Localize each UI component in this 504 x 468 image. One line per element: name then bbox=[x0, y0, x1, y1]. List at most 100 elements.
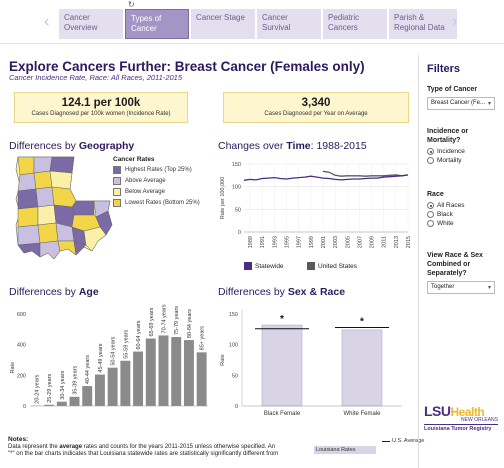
age-bar-35-39-years[interactable] bbox=[69, 396, 80, 406]
view-value: Together bbox=[431, 284, 455, 290]
measure-radio-mortality[interactable]: Mortality bbox=[427, 157, 501, 164]
legend-united-states[interactable]: United States bbox=[307, 262, 357, 270]
age-bar-45-49-years[interactable] bbox=[94, 374, 105, 406]
sexrace-bar-black-female[interactable] bbox=[261, 324, 303, 407]
legend-swatch bbox=[113, 188, 121, 196]
age-bar-25-29-years[interactable] bbox=[44, 404, 55, 406]
legend-title: Cancer Rates bbox=[113, 156, 155, 163]
age-category-label: 55-59 years bbox=[123, 329, 129, 358]
age-category-label: 60-64 years bbox=[136, 320, 142, 349]
chevron-down-icon: ▾ bbox=[487, 101, 491, 107]
age-bar-80-84-years[interactable] bbox=[183, 340, 194, 406]
age-bar-60-64-years[interactable] bbox=[133, 351, 144, 406]
measure-filter: Incidence or Mortality? Incidence Mortali… bbox=[427, 127, 501, 166]
sexrace-bar-white-female[interactable] bbox=[341, 329, 383, 407]
age-bar-50-54-years[interactable] bbox=[107, 367, 118, 406]
legend-statewide[interactable]: Statewide bbox=[244, 262, 284, 270]
age-bar-75-79-years[interactable] bbox=[171, 337, 182, 406]
geography-legend: Cancer Rates Highest Rates (Top 25%) Abov… bbox=[113, 156, 200, 210]
radio-dot bbox=[427, 220, 434, 227]
logo-registry: Louisiana Tumor Registry bbox=[424, 424, 498, 432]
case-count-card: 3,340 Cases Diagnosed per Year on Averag… bbox=[223, 92, 409, 123]
logo-wordmark: LSUHealth bbox=[424, 403, 498, 419]
page-subtitle: Cancer Incidence Rate, Race: All Races, … bbox=[9, 73, 183, 82]
legend-swatch bbox=[113, 177, 121, 185]
case-count-label: Cases Diagnosed per Year on Average bbox=[264, 111, 368, 117]
notes-line-1-before: Data represent the bbox=[8, 443, 60, 450]
age-heading-bold: Age bbox=[78, 286, 99, 298]
age-bar-30-34-years[interactable] bbox=[56, 401, 67, 406]
age-bar-55-59-years[interactable] bbox=[120, 360, 131, 406]
series-line-statewide[interactable] bbox=[243, 174, 409, 181]
tab-parish-regional-data[interactable]: Parish & Regional Data bbox=[389, 9, 457, 39]
y-axis-label: Rate per 100,000 bbox=[220, 177, 226, 220]
age-bar-chart[interactable]: 0 200 400 600 Rate 20-24 years 25-29 years 30-3… bbox=[8, 298, 210, 432]
age-category-label: 40-44 years bbox=[85, 355, 91, 384]
radio-dot bbox=[427, 211, 434, 218]
radio-dot bbox=[427, 157, 434, 164]
age-bar-40-44-years[interactable] bbox=[82, 386, 93, 406]
tab-cancer-overview[interactable]: Cancer Overview bbox=[59, 9, 123, 39]
series-line-united-states[interactable] bbox=[322, 170, 409, 177]
united-states-swatch bbox=[307, 262, 315, 270]
age-category-label: 50-54 years bbox=[111, 336, 117, 365]
age-category-label: 80-84 years bbox=[187, 309, 193, 338]
legend-item-below-average[interactable]: Below Average bbox=[113, 188, 200, 196]
age-bar-65-69-years[interactable] bbox=[145, 338, 156, 406]
x-tick-label: 2005 bbox=[345, 236, 351, 248]
trend-line-chart[interactable]: 0 50 100 150 1989 1991 1993 1995 1997 1999 2001 200… bbox=[218, 156, 414, 260]
y-tick-label: 50 bbox=[232, 373, 238, 379]
y-tick-label: 200 bbox=[17, 373, 26, 379]
tab-cancer-survival[interactable]: Cancer Survival bbox=[257, 9, 321, 39]
chevron-left-icon[interactable]: ‹ bbox=[44, 13, 50, 30]
age-heading: Differences by Age bbox=[9, 286, 99, 298]
y-tick-label: 150 bbox=[232, 162, 241, 168]
tab-types-of-cancer[interactable]: Types of Cancer bbox=[125, 9, 189, 39]
case-count-value: 3,340 bbox=[301, 97, 331, 109]
notes-heading: Notes: bbox=[8, 436, 29, 443]
louisiana-rates-label: Louisiana Rates bbox=[316, 447, 356, 453]
age-category-label: 70-74 years bbox=[162, 304, 168, 333]
geography-heading: Differences by Geography bbox=[9, 140, 134, 152]
radio-dot bbox=[427, 148, 434, 155]
x-tick-label: 2007 bbox=[357, 236, 363, 248]
sexrace-heading-bold: Sex & Race bbox=[287, 286, 346, 298]
view-select[interactable]: Together ▾ bbox=[427, 281, 495, 294]
age-category-label: 30-34 years bbox=[60, 370, 66, 399]
page-title: Explore Cancers Further: Breast Cancer (… bbox=[9, 59, 365, 74]
chevron-right-icon[interactable]: › bbox=[452, 13, 458, 30]
y-tick-label: 0 bbox=[235, 404, 238, 410]
age-bar-85-years[interactable] bbox=[196, 352, 207, 406]
legend-swatch bbox=[113, 166, 121, 174]
age-category-label: 65-69 years bbox=[149, 307, 155, 336]
race-radio-all-races[interactable]: All Races bbox=[427, 202, 501, 209]
race-radio-white[interactable]: White bbox=[427, 220, 501, 227]
notes-line-1-bold: average bbox=[59, 443, 83, 450]
sex-race-bar-chart[interactable]: 0 50 100 150 Rate * Black Female * White Female bbox=[218, 298, 414, 428]
chevron-down-icon: ▾ bbox=[487, 285, 491, 291]
age-category-label: 75-79 years bbox=[174, 306, 180, 335]
radio-label: Incidence bbox=[437, 148, 465, 155]
cancer-type-select[interactable]: Breast Cancer (Fe... ▾ bbox=[427, 97, 495, 110]
measure-radio-incidence[interactable]: Incidence bbox=[427, 148, 501, 155]
time-heading-bold: Time bbox=[286, 140, 311, 152]
legend-item-highest-rates-top-25[interactable]: Highest Rates (Top 25%) bbox=[113, 166, 200, 174]
x-tick-label: 1989 bbox=[248, 236, 254, 248]
race-radio-black[interactable]: Black bbox=[427, 211, 501, 218]
x-tick-label: 2009 bbox=[370, 236, 376, 248]
x-tick-label: 1993 bbox=[272, 236, 278, 248]
notes-line-1: Data represent the average rates and cou… bbox=[8, 444, 308, 452]
sexrace-legend: U.S. Average Louisiana Rates bbox=[314, 438, 424, 456]
notes-line-1-after: rates and counts for the years 2011-2015… bbox=[82, 443, 276, 450]
filters-panel: Filters Type of Cancer Breast Cancer (Fe… bbox=[418, 55, 504, 468]
louisiana-parish-map[interactable] bbox=[14, 155, 114, 275]
tab-pediatric-cancers[interactable]: Pediatric Cancers bbox=[323, 9, 387, 39]
legend-item-lowest-rates-bottom-25[interactable]: Lowest Rates (Bottom 25%) bbox=[113, 199, 200, 207]
y-tick-label: 100 bbox=[229, 343, 238, 349]
tab-cancer-stage[interactable]: Cancer Stage bbox=[191, 9, 255, 39]
legend-item-above-average[interactable]: Above Average bbox=[113, 177, 200, 185]
age-bar-70-74-years[interactable] bbox=[158, 335, 169, 406]
time-heading-suffix: : 1988-2015 bbox=[310, 140, 367, 152]
x-tick-label: 2011 bbox=[382, 236, 388, 248]
refresh-icon[interactable]: ↻ bbox=[128, 0, 135, 9]
